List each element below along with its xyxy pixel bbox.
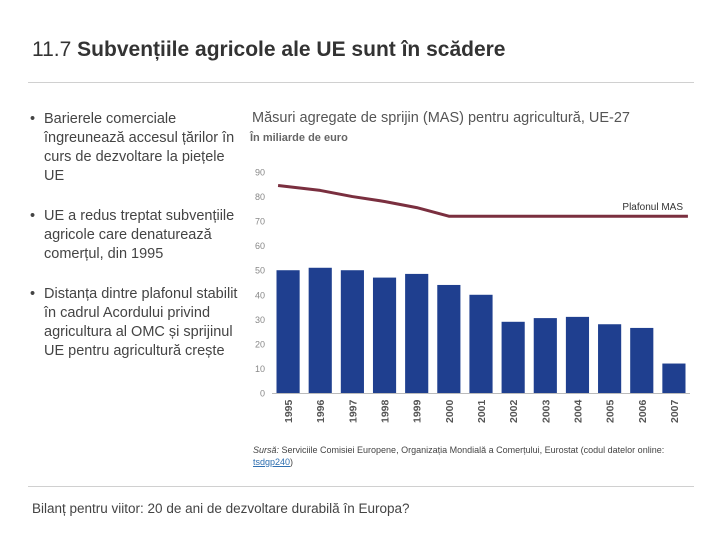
slide-title-text: Subvențiile agricole ale UE sunt în scăd…	[77, 38, 506, 61]
x-tick-label: 2002	[508, 399, 520, 423]
bar	[372, 277, 397, 393]
bar	[598, 324, 622, 393]
top-divider	[28, 82, 694, 83]
source-link[interactable]: tsdgp240	[253, 457, 291, 467]
bottom-divider	[28, 486, 694, 487]
x-tick-label: 2004	[572, 399, 584, 423]
y-tick-label: 0	[260, 389, 265, 399]
source-label: Sursă:	[253, 445, 280, 455]
y-tick-label: 50	[255, 266, 265, 276]
bar	[501, 321, 525, 393]
x-tick-label: 2007	[669, 399, 681, 423]
footer-text: Bilanț pentru viitor: 20 de ani de dezvo…	[32, 501, 410, 516]
ceiling-line-label: Plafonul MAS	[622, 202, 683, 213]
slide-number: 11.7	[32, 38, 72, 61]
bullet-item: Barierele comerciale îngreunează accesul…	[30, 110, 245, 186]
x-tick-label: 2001	[476, 399, 488, 423]
bar	[437, 284, 461, 393]
x-tick-label: 2006	[637, 399, 649, 423]
y-tick-label: 90	[255, 168, 265, 178]
x-tick-label: 2005	[605, 399, 617, 423]
chart-title: Măsuri agregate de sprijin (MAS) pentru …	[252, 110, 630, 126]
slide-title: 11.7 Subvențiile agricole ale UE sunt în…	[32, 38, 506, 62]
y-tick-label: 10	[255, 364, 265, 374]
x-tick-label: 2000	[444, 399, 456, 423]
x-tick-label: 1995	[283, 399, 295, 423]
bar	[469, 294, 493, 393]
y-tick-label: 30	[255, 315, 265, 325]
bar	[405, 273, 429, 393]
y-tick-label: 70	[255, 217, 265, 227]
bar	[630, 327, 654, 393]
bullet-item: Distanța dintre plafonul stabilit în cad…	[30, 285, 245, 361]
ceiling-line	[277, 184, 688, 218]
bullet-list: Barierele comerciale îngreunează accesul…	[30, 110, 245, 361]
bar	[662, 363, 686, 393]
mas-chart: 0 10 20 30 40 50 60 70 80 90 1995 1996 1997 1998 1999 2…	[255, 168, 690, 423]
x-tick-label: 1999	[412, 399, 424, 423]
y-tick-label: 20	[255, 339, 265, 349]
source-text: Serviciile Comisiei Europene, Organizați…	[279, 445, 665, 455]
bar	[340, 270, 364, 393]
bar	[308, 267, 332, 393]
x-tick-label: 2003	[540, 399, 552, 423]
source-note: Sursă: Serviciile Comisiei Europene, Org…	[253, 444, 673, 468]
y-tick-label: 60	[255, 241, 265, 251]
source-end: )	[290, 457, 294, 467]
x-tick-label: 1998	[380, 399, 392, 423]
chart-subtitle: În miliarde de euro	[250, 132, 348, 144]
bar	[276, 270, 300, 393]
bar	[533, 318, 557, 393]
y-tick-label: 80	[255, 192, 265, 202]
x-tick-label: 1997	[347, 399, 359, 423]
bar	[565, 316, 590, 393]
y-tick-label: 40	[255, 290, 265, 300]
x-tick-label: 1996	[315, 399, 327, 423]
bullet-item: UE a redus treptat subvențiile agricole …	[30, 207, 245, 264]
